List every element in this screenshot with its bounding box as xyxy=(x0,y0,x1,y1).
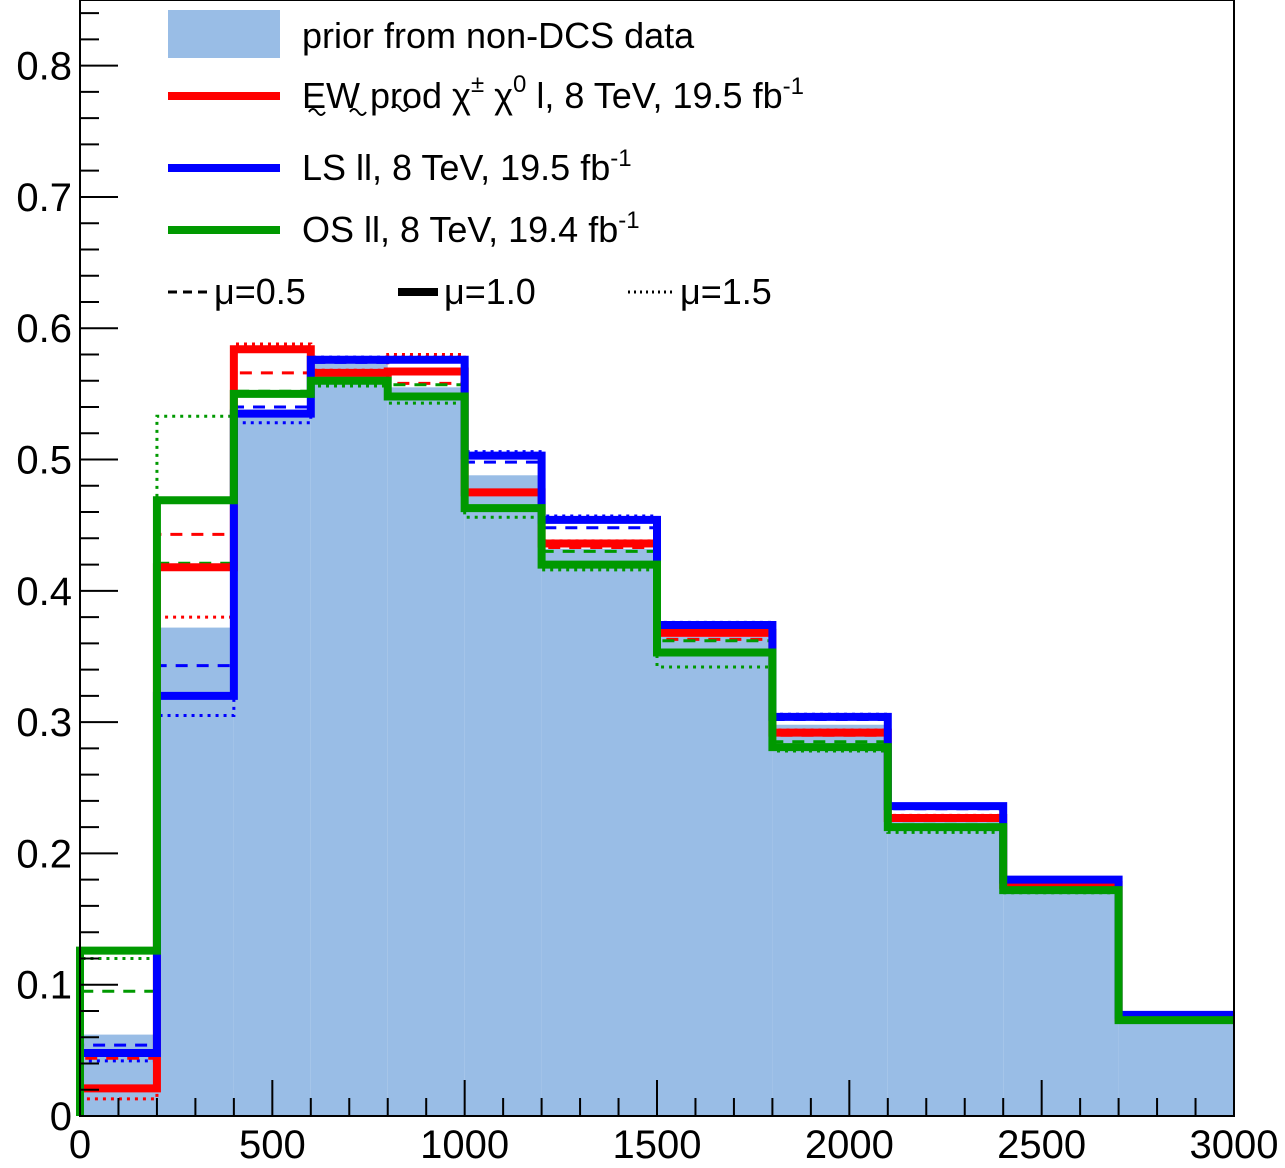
prior-bar xyxy=(464,475,542,1117)
os-mu-1-0-line xyxy=(76,376,1234,1116)
prior-histogram-layer xyxy=(80,361,1234,1117)
y-tick-label: 0.1 xyxy=(16,964,72,1008)
legend-mu-dotted-label: μ=1.5 xyxy=(680,271,772,312)
prior-bar xyxy=(657,636,773,1116)
prior-bar xyxy=(310,361,388,1116)
tilde-mark xyxy=(308,108,326,116)
y-tick-label: 0.4 xyxy=(16,570,72,614)
y-tick-label: 0.2 xyxy=(16,832,72,876)
neutralino-symbol: χ xyxy=(494,75,513,116)
y-tick-label: 0.7 xyxy=(16,176,72,220)
x-tick-label: 1500 xyxy=(613,1123,702,1167)
y-tick-label: 0.3 xyxy=(16,701,72,745)
prior-bar xyxy=(772,724,888,1116)
prior-bar xyxy=(887,816,1004,1116)
prior-bar xyxy=(541,548,657,1116)
legend-ls-label: LS ll, 8 TeV, 19.5 fb-1 xyxy=(302,145,632,188)
x-tick-label: 0 xyxy=(69,1123,91,1167)
prior-bar xyxy=(1003,886,1119,1116)
x-tick-label: 3000 xyxy=(1190,1123,1279,1167)
inverse-femtobarn-exponent: -1 xyxy=(783,73,804,100)
y-tick-label: 0.8 xyxy=(16,45,72,89)
legend-ls-text: LS ll, 8 TeV, 19.5 fb xyxy=(302,147,610,188)
legend-ew-text: EW prod xyxy=(302,75,452,116)
legend-prior-label: prior from non-DCS data xyxy=(302,15,695,56)
legend-os-text: OS ll, 8 TeV, 19.4 fb xyxy=(302,209,618,250)
x-tick-label: 1000 xyxy=(420,1123,509,1167)
series-lines-layer xyxy=(76,342,1234,1116)
prior-bar xyxy=(1118,1016,1234,1116)
x-tick-label: 2500 xyxy=(997,1123,1086,1167)
inverse-femtobarn-exponent: -1 xyxy=(610,145,631,172)
axes-layer: 0 500 1000 1500 2000 2500 3000 0 0.1 0.2 0.3 0.4 0.5… xyxy=(16,0,1278,1167)
y-tick-label: 0.5 xyxy=(16,439,72,483)
legend-os-label: OS ll, 8 TeV, 19.4 fb-1 xyxy=(302,207,640,250)
prior-bar xyxy=(156,627,234,1116)
legend-prior-swatch xyxy=(168,10,280,58)
zero-superscript: 0 xyxy=(513,71,526,98)
y-tick-label: 0 xyxy=(50,1095,72,1139)
legend-ew-energy: , 8 TeV, 19.5 fb xyxy=(544,75,782,116)
y-tick-label: 0.6 xyxy=(16,307,72,351)
legend-mu-solid-label: μ=1.0 xyxy=(444,271,536,312)
legend-mu-dashed-label: μ=0.5 xyxy=(214,271,306,312)
tilde-mark xyxy=(391,104,409,112)
prior-bar xyxy=(387,387,465,1117)
prior-bar xyxy=(233,409,311,1116)
legend-ew-label: EW prod χ± χ0 l, 8 TeV, 19.5 fb-1 xyxy=(302,71,804,116)
inverse-femtobarn-exponent: -1 xyxy=(618,207,639,234)
tilde-mark xyxy=(349,108,367,116)
plus-minus-superscript: ± xyxy=(471,71,484,98)
chargino-symbol: χ xyxy=(452,75,471,116)
ls-mu-1-0-line xyxy=(76,355,1234,1116)
slepton-symbol: l xyxy=(536,75,544,116)
x-tick-label: 500 xyxy=(239,1123,306,1167)
x-tick-label: 2000 xyxy=(805,1123,894,1167)
